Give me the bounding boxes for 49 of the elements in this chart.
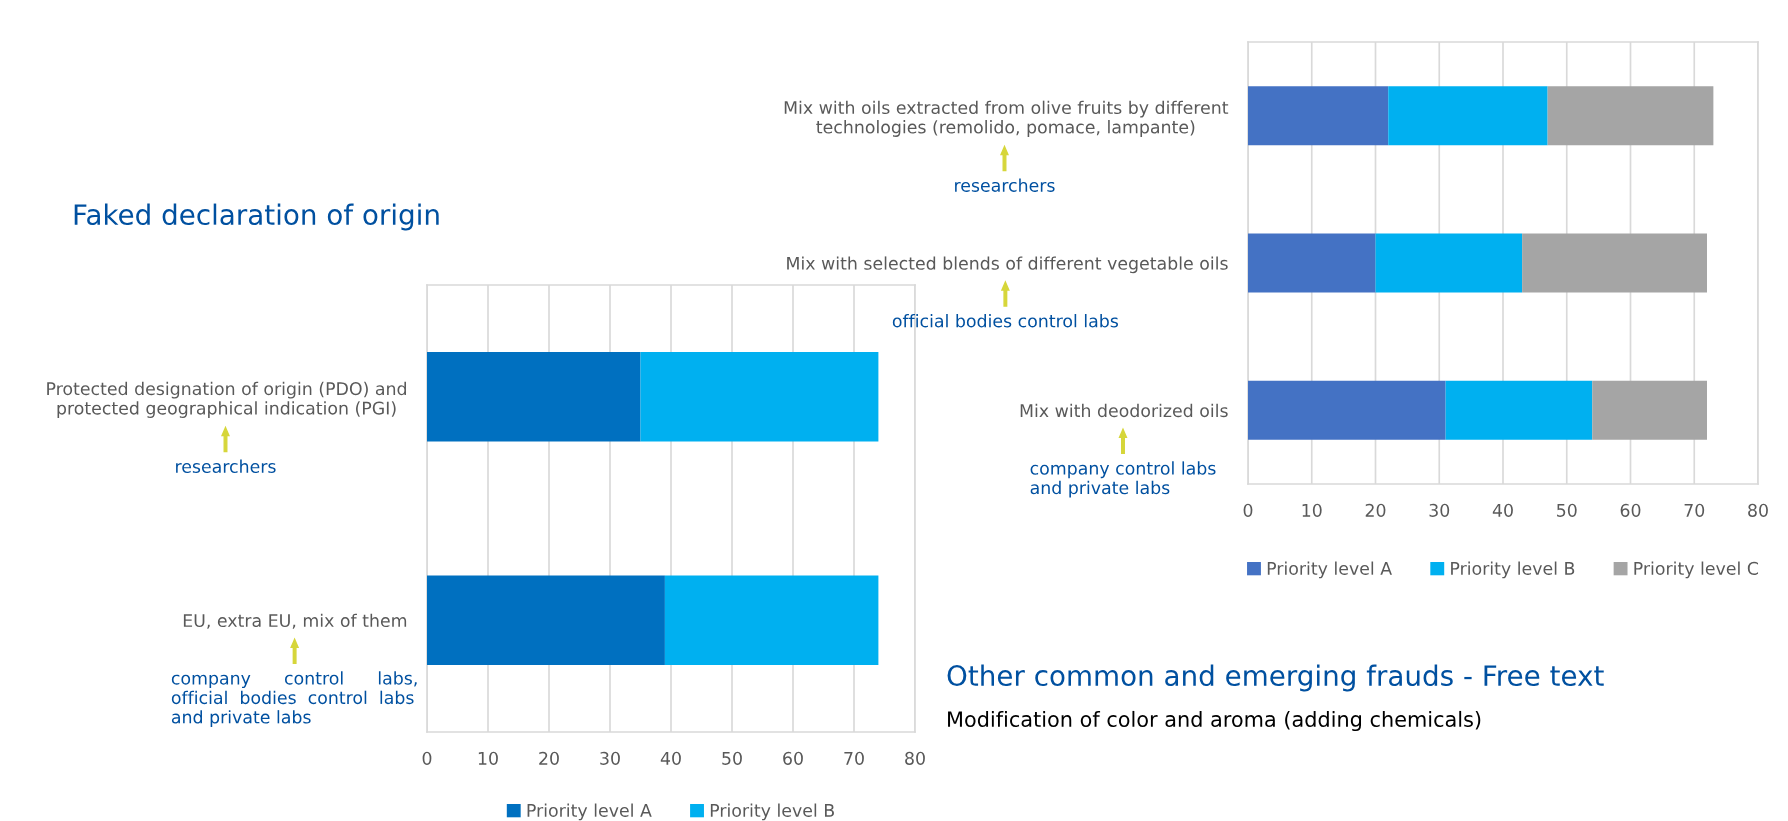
y-tick-label: Mix with deodorized oils [1020, 403, 1228, 418]
text: researchers [176, 459, 276, 473]
x-tick-label: 20 [539, 751, 559, 765]
x-tick-label: 10 [478, 751, 498, 765]
text: Modification of color and aroma (adding chemicals) [948, 710, 1481, 732]
x-tick-label: 30 [1429, 503, 1450, 517]
chart-title: Faked declaration of origin [74, 203, 439, 231]
bar [1547, 86, 1714, 146]
bar [1445, 380, 1593, 440]
legend-label: Priority level A [1267, 561, 1392, 579]
x-tick-label: 30 [600, 751, 620, 765]
bar [664, 575, 879, 665]
x-tick-label: 60 [1620, 503, 1641, 517]
legend-label: Priority level A [527, 803, 652, 821]
legend-label: Priority level B [710, 803, 834, 821]
x-tick-label: 0 [422, 751, 432, 765]
bar [1248, 233, 1376, 293]
x-tick-label: 40 [660, 751, 681, 765]
text: researchers [955, 178, 1055, 192]
annotation: official bodies control labs [892, 314, 1118, 328]
bar [427, 352, 641, 442]
x-tick-label: 80 [1748, 503, 1768, 517]
x-tick-label: 70 [1684, 503, 1705, 517]
bar [1388, 86, 1548, 146]
x-tick-label: 50 [722, 751, 742, 765]
x-tick-label: 60 [783, 751, 803, 765]
x-tick-label: 10 [1302, 503, 1322, 517]
bar [1592, 380, 1707, 440]
text: company control labs, official bodies control labs and private labs [171, 671, 417, 727]
bar [1248, 86, 1389, 146]
y-tick-label: Mix with selected blends of different vegetable oils [787, 256, 1228, 274]
x-tick-label: 50 [1557, 503, 1577, 517]
legend-label: Priority level C [1634, 561, 1759, 579]
x-tick-label: 80 [905, 751, 925, 765]
x-tick-label: 0 [1243, 503, 1253, 517]
bar [640, 352, 879, 442]
bar [427, 575, 665, 665]
y-tick-label: Mix with oils extracted from olive fruits by different technologies (remolido, pomace, lampante) [784, 100, 1229, 137]
bar [1248, 380, 1446, 440]
bar [1522, 233, 1707, 293]
text: company control labs and private labs [1030, 461, 1216, 498]
x-tick-label: 70 [844, 751, 864, 765]
bar [1375, 233, 1523, 293]
y-tick-label: Protected designation of origin (PDO) and protected geographical indication (PGI) [47, 381, 406, 418]
text: Other common and emerging frauds - Free text [947, 664, 1604, 692]
x-tick-label: 20 [1365, 503, 1386, 517]
y-tick-label: EU, extra EU, mix of them [183, 613, 407, 629]
legend-label: Priority level B [1451, 561, 1575, 579]
x-tick-label: 40 [1492, 503, 1513, 517]
